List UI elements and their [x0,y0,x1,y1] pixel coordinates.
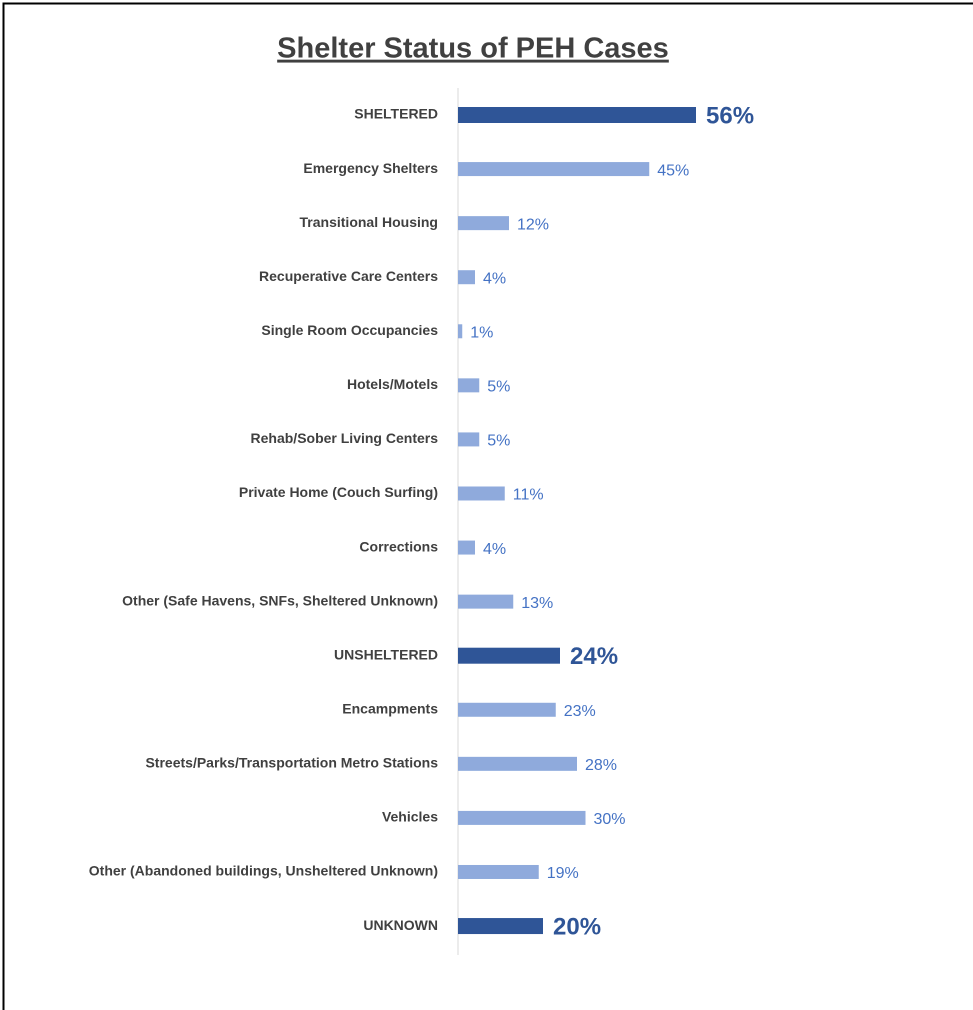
category-label: Private Home (Couch Surfing) [239,484,438,500]
value-label: 11% [513,487,544,504]
bar [458,702,556,717]
category-label: Single Room Occupancies [261,322,438,338]
bar [458,756,577,771]
value-label: 20% [553,913,601,940]
category-label: Transitional Housing [300,214,438,230]
category-label: Emergency Shelters [303,160,438,176]
category-label: Other (Abandoned buildings, Unsheltered … [89,863,438,879]
bar [458,647,560,664]
category-label: UNSHELTERED [334,646,438,662]
bar [458,810,586,825]
value-label: 45% [657,162,689,179]
bar [458,107,696,123]
value-label: 19% [547,865,579,882]
chart-title: Shelter Status of PEH Cases [277,33,669,65]
value-label: 5% [487,379,510,396]
bar [458,918,543,935]
category-label: Streets/Parks/Transportation Metro Stati… [145,755,438,771]
value-label: 4% [483,541,506,558]
bar [458,378,480,393]
category-label: Recuperative Care Centers [259,268,438,284]
value-label: 24% [570,643,618,670]
category-label: Vehicles [382,809,438,825]
category-label: Encampments [342,700,438,716]
bar [458,432,480,447]
category-label: Hotels/Motels [347,376,438,392]
category-label: Corrections [359,538,438,554]
bar [458,540,475,555]
value-label: 1% [470,324,493,341]
bar [458,864,539,879]
category-label: SHELTERED [354,106,438,122]
value-label: 28% [585,757,617,774]
value-label: 23% [564,703,596,720]
category-label: Rehab/Sober Living Centers [251,430,439,446]
bar [458,162,650,177]
value-label: 4% [483,270,506,287]
category-label: UNKNOWN [363,917,438,933]
category-label: Other (Safe Havens, SNFs, Sheltered Unkn… [122,592,438,608]
value-label: 13% [521,595,553,612]
value-label: 30% [594,811,626,828]
value-label: 56% [706,102,754,129]
bar [458,324,463,339]
bar [458,594,514,609]
bar [458,270,475,285]
bar [458,486,505,501]
bar [458,216,509,231]
value-label: 12% [517,216,549,233]
value-label: 5% [487,433,510,450]
